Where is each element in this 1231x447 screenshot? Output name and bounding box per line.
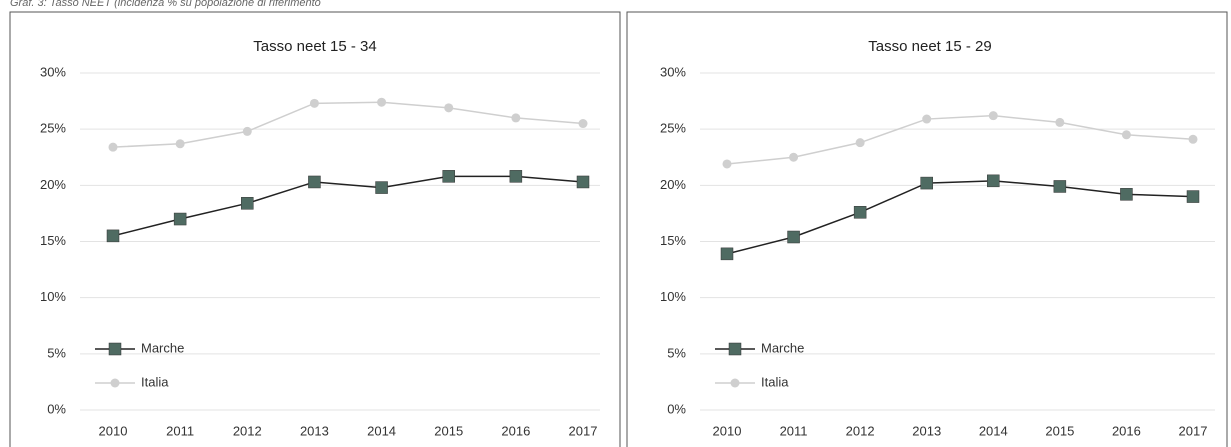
- x-tick-label: 2011: [780, 423, 808, 438]
- series-line: [112, 101, 584, 148]
- marker: [509, 170, 523, 183]
- x-tick-label: 2015: [434, 423, 463, 438]
- legend-label: Italia: [141, 374, 169, 389]
- marker: [308, 175, 321, 189]
- marker: [175, 139, 185, 149]
- marker: [987, 174, 1000, 188]
- x-tick-label: 2010: [713, 423, 742, 438]
- marker: [442, 170, 455, 183]
- x-tick-label: 2012: [846, 423, 875, 438]
- marker: [988, 111, 998, 121]
- y-tick-label: 0%: [47, 401, 66, 416]
- x-tick-label: 2015: [1045, 423, 1074, 438]
- marker: [1186, 190, 1200, 203]
- chart-title: Tasso neet 15 - 29: [868, 38, 991, 55]
- panel-border: [626, 11, 1228, 447]
- series-line: [112, 175, 584, 237]
- marker: [108, 142, 118, 152]
- y-tick-label: 25%: [660, 121, 686, 136]
- marker: [106, 229, 120, 243]
- marker: [241, 197, 254, 210]
- y-tick-label: 0%: [667, 401, 686, 416]
- y-tick-label: 20%: [40, 177, 66, 192]
- marker: [1188, 134, 1198, 144]
- panel-border: [9, 11, 621, 447]
- y-tick-label: 30%: [660, 64, 686, 79]
- marker: [377, 97, 387, 107]
- marker: [309, 98, 319, 108]
- marker: [110, 378, 120, 388]
- marker: [511, 113, 521, 123]
- y-tick-label: 5%: [47, 345, 66, 360]
- marker: [922, 114, 932, 124]
- y-tick-label: 10%: [660, 289, 686, 304]
- x-tick-label: 2016: [1112, 423, 1141, 438]
- y-tick-label: 25%: [40, 121, 66, 136]
- y-tick-label: 15%: [40, 233, 66, 248]
- marker: [789, 152, 799, 162]
- marker: [787, 230, 800, 244]
- x-tick-label: 2013: [912, 423, 941, 438]
- x-tick-label: 2011: [166, 423, 194, 438]
- marker: [444, 103, 454, 113]
- x-tick-label: 2017: [569, 423, 598, 438]
- x-tick-label: 2016: [501, 423, 530, 438]
- marker: [375, 181, 388, 194]
- x-tick-label: 2012: [233, 423, 262, 438]
- marker: [722, 159, 732, 169]
- series-line: [726, 180, 1194, 255]
- y-tick-label: 5%: [667, 345, 686, 360]
- marker: [576, 175, 590, 189]
- marker: [1055, 117, 1065, 127]
- caption: Graf. 3: Tasso NEET (incidenza % su popo…: [10, 0, 321, 9]
- legend-label: Marche: [141, 340, 184, 355]
- marker: [720, 247, 734, 261]
- series-line: [726, 114, 1194, 165]
- marker: [173, 212, 187, 226]
- marker: [728, 342, 742, 356]
- legend-label: Marche: [761, 340, 804, 355]
- x-tick-label: 2013: [300, 423, 329, 438]
- legend-label: Italia: [761, 374, 789, 389]
- y-tick-label: 30%: [40, 64, 66, 79]
- marker: [920, 176, 933, 190]
- x-tick-label: 2010: [99, 423, 128, 438]
- y-tick-label: 20%: [660, 177, 686, 192]
- x-tick-label: 2014: [367, 423, 396, 438]
- y-tick-label: 15%: [660, 233, 686, 248]
- x-tick-label: 2014: [979, 423, 1008, 438]
- marker: [242, 126, 252, 136]
- x-tick-label: 2017: [1179, 423, 1208, 438]
- marker: [853, 206, 867, 219]
- marker: [1053, 180, 1067, 193]
- marker: [1121, 130, 1131, 140]
- marker: [108, 342, 122, 356]
- marker: [855, 138, 865, 148]
- marker: [578, 119, 588, 129]
- y-tick-label: 10%: [40, 289, 66, 304]
- marker: [730, 378, 740, 388]
- marker: [1120, 188, 1133, 201]
- chart-title: Tasso neet 15 - 34: [253, 38, 376, 55]
